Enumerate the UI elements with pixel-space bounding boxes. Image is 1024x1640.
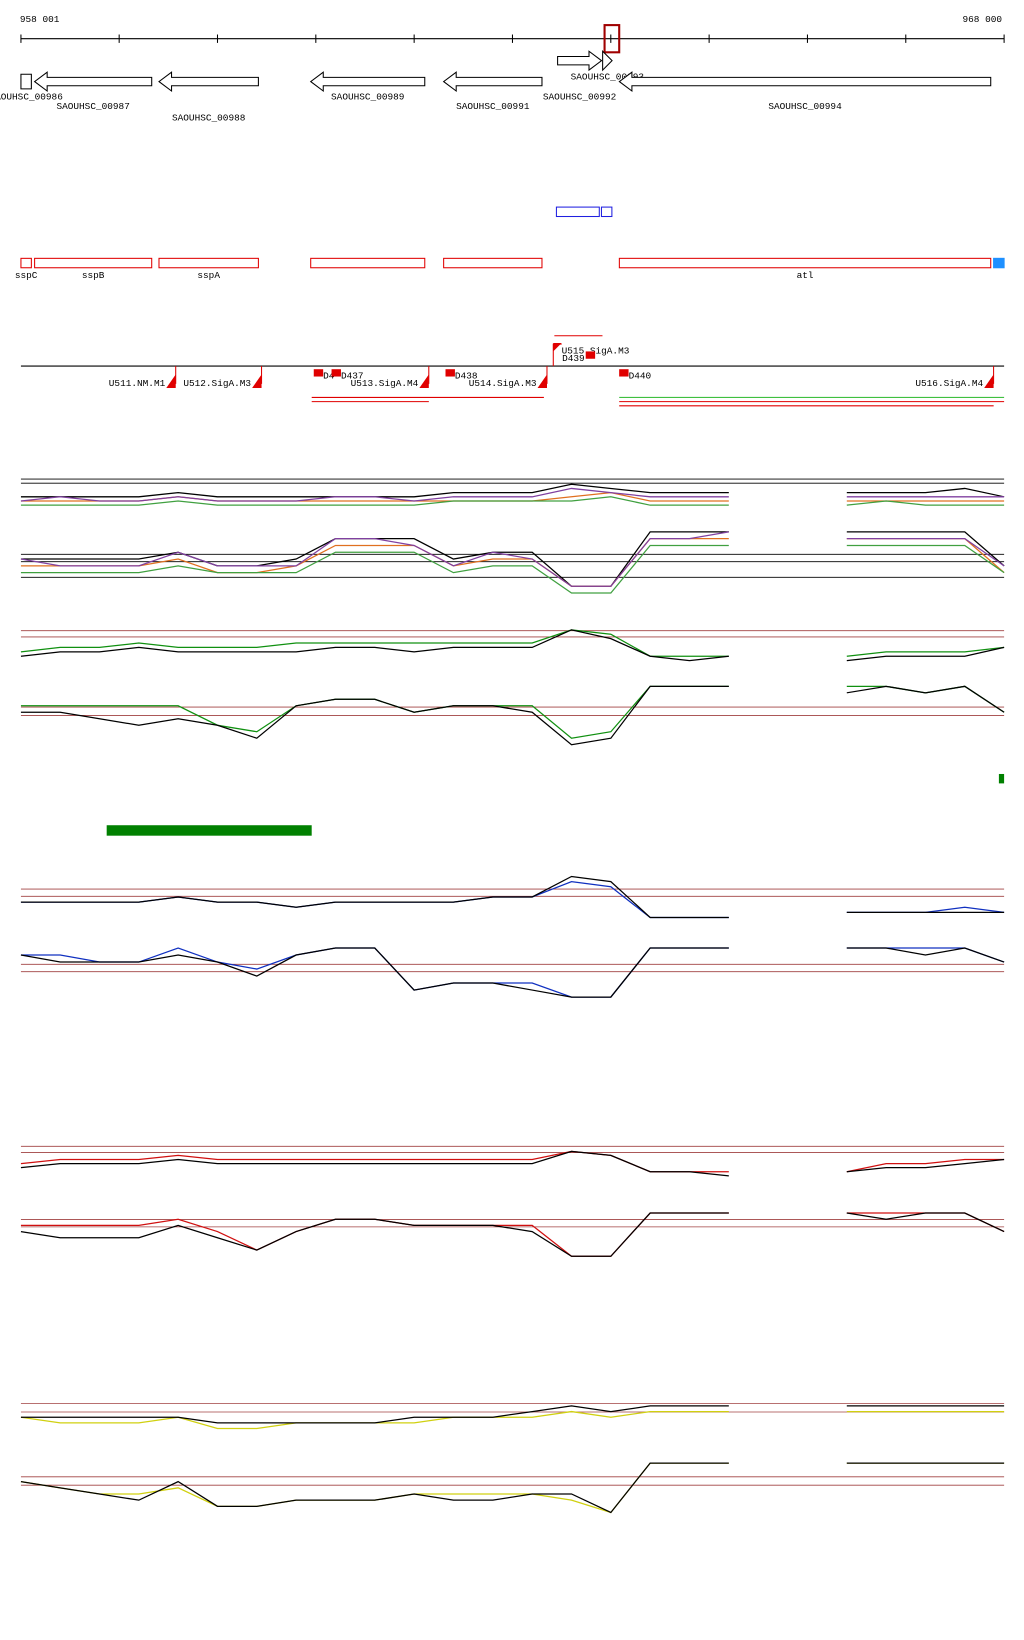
- antisense-box: [600, 206, 613, 218]
- region-box: [993, 257, 1005, 269]
- promoter-mark: [585, 351, 596, 359]
- region-label: atl: [797, 270, 814, 281]
- promoter-mark: [419, 374, 429, 389]
- gene-arrow: [442, 71, 543, 93]
- region-box: [20, 257, 32, 269]
- promoter-label: D438: [455, 371, 478, 382]
- gene-arrow: [557, 50, 603, 72]
- gene-arrow: [33, 71, 153, 93]
- promoter-mark: [537, 374, 547, 389]
- gene-label: SAOUHSC_00994: [768, 101, 842, 112]
- region-label: sspA: [197, 270, 220, 281]
- expression-line: [20, 483, 1005, 498]
- expression-line: [20, 1150, 1005, 1177]
- promoter-mark: [445, 369, 455, 377]
- promoter-label: U516.SigA.M4: [915, 378, 983, 389]
- gene-label: SAOUHSC_00991: [456, 101, 530, 112]
- region-box: [310, 257, 426, 269]
- promoter-label: D4: [323, 371, 335, 382]
- expression-line: [20, 487, 1005, 502]
- gene-arrow: [20, 73, 32, 90]
- expression-line: [20, 531, 1005, 587]
- gene-arrow: [602, 49, 613, 72]
- region-box: [618, 257, 992, 269]
- gene-label: SAOUHSC_00992: [543, 91, 616, 102]
- feature-bar: [106, 825, 312, 836]
- expression-line: [20, 544, 1005, 594]
- gene-label: SAOUHSC_00989: [331, 91, 404, 102]
- expression-line: [20, 1212, 1005, 1257]
- expression-line: [20, 875, 1005, 919]
- promoter-label: D440: [629, 371, 652, 382]
- promoter-mark: [984, 374, 994, 389]
- expression-line: [20, 685, 1005, 746]
- expression-line: [20, 496, 1005, 506]
- gene-label: SAOUHSC_00986: [0, 91, 63, 102]
- promoter-mark: [166, 374, 176, 389]
- expression-line: [20, 947, 1005, 998]
- promoter-head: [553, 343, 562, 352]
- promoter-mark: [331, 369, 341, 377]
- promoter-label: D437: [341, 371, 364, 382]
- promoter-label: U514.SigA.M3: [469, 378, 537, 389]
- feature-bar: [998, 773, 1005, 784]
- promoter-label: U512.SigA.M3: [183, 378, 251, 389]
- region-label: sspC: [15, 270, 38, 281]
- expression-line: [20, 1405, 1005, 1424]
- expression-line: [20, 685, 1005, 739]
- promoter-mark: [252, 374, 262, 389]
- gene-arrow: [618, 71, 992, 93]
- marks: 958 001 968 000 SAOUHSC_00986SAOUHSC_00987…: [0, 14, 1005, 1514]
- promoter-label: D439: [562, 353, 585, 364]
- promoter-label: U515.SigA.M3: [562, 346, 630, 357]
- promoter-label: U511.NM.M1: [109, 378, 166, 389]
- region-box: [34, 257, 153, 269]
- expression-line: [20, 629, 1005, 657]
- region-box: [158, 257, 259, 269]
- promoter-mark: [619, 369, 629, 377]
- gene-arrow: [309, 71, 426, 93]
- gene-arrow: [158, 71, 259, 93]
- promoter-label: U513.SigA.M4: [351, 378, 419, 389]
- expression-line: [20, 1150, 1005, 1173]
- gene-label: SAOUHSC_00988: [172, 112, 246, 123]
- region-box: [443, 257, 543, 269]
- ruler-label: 968 000: [962, 14, 1002, 25]
- gene-label: SAOUHSC_00987: [56, 101, 129, 112]
- gene-label: SAOUHSC_00993: [571, 71, 645, 82]
- region-label: sspB: [82, 270, 105, 281]
- expression-line: [20, 1462, 1005, 1514]
- highlight: [603, 24, 621, 54]
- promoter-mark: [313, 369, 324, 377]
- ruler-label: 958 001: [20, 14, 60, 25]
- expression-line: [20, 629, 1005, 662]
- expression-line: [20, 947, 1005, 998]
- expression-line: [20, 1462, 1005, 1514]
- antisense-box: [555, 206, 600, 218]
